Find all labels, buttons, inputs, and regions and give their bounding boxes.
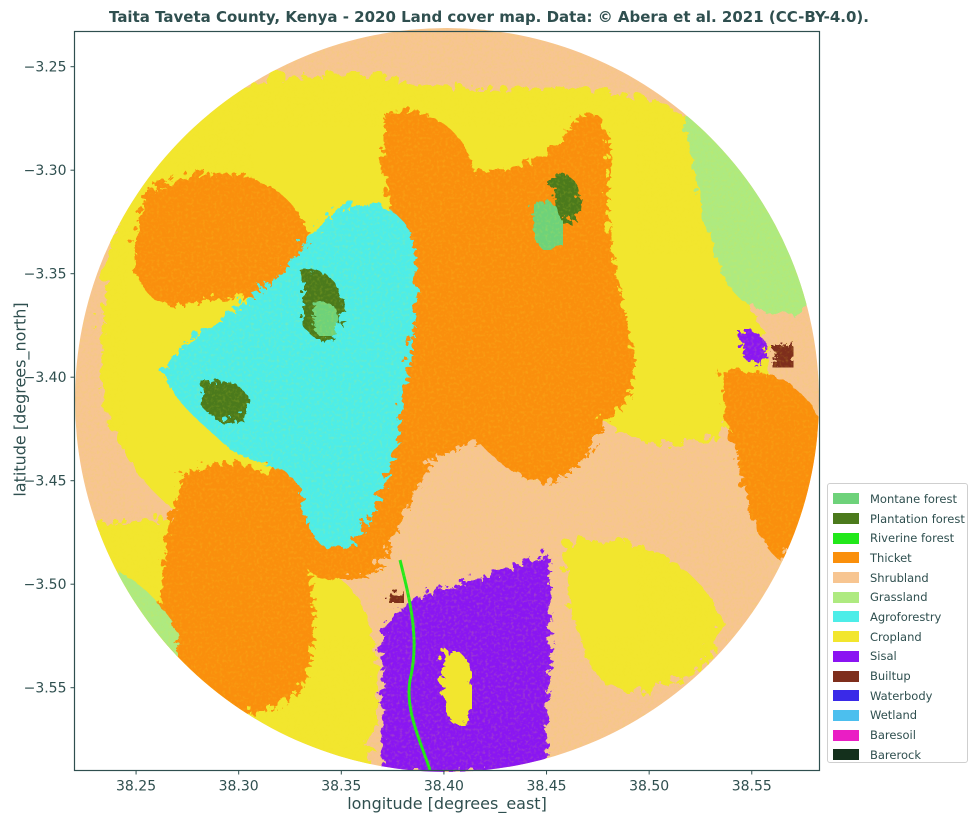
legend-label: Riverine forest [870,531,955,546]
legend-swatch [833,552,859,564]
map-texture [75,28,819,772]
y-tick-label: −3.40 [24,370,67,386]
legend: Montane forest Plantation forest Riverine … [827,483,968,763]
legend-item: Baresoil [833,725,963,745]
legend-item: Thicket [833,548,963,568]
legend-label: Montane forest [870,491,957,506]
legend-item: Barerock [833,745,963,765]
y-tick-label: −3.30 [24,163,67,179]
legend-item: Cropland [833,627,963,647]
x-tick-label: 38.25 [116,779,156,795]
legend-swatch [833,631,859,643]
legend-item: Riverine forest [833,528,963,548]
legend-swatch [833,749,859,761]
legend-label: Sisal [870,649,897,664]
legend-swatch [833,729,859,741]
legend-label: Grassland [870,590,928,605]
legend-swatch [833,650,859,662]
legend-swatch [833,709,859,721]
chart-title: Taita Taveta County, Kenya - 2020 Land c… [109,8,869,26]
y-axis-label: latitude [degrees_north] [10,302,30,497]
axes-frame [73,30,821,772]
legend-item: Wetland [833,706,963,726]
legend-item: Sisal [833,647,963,667]
x-tick-label: 38.40 [424,779,464,795]
legend-item: Grassland [833,587,963,607]
y-tick-label: −3.25 [24,60,67,76]
legend-swatch [833,591,859,603]
y-axis: −3.25 −3.30 −3.35 −3.40 −3.45 −3.50 −3.55 [24,60,75,697]
y-tick-label: −3.50 [24,577,67,593]
legend-label: Baresoil [870,728,916,743]
legend-item: Montane forest [833,489,963,509]
legend-item: Builtup [833,666,963,686]
legend-swatch [833,611,859,623]
legend-label: Wetland [870,708,918,723]
legend-swatch [833,493,859,505]
legend-label: Waterbody [870,688,933,703]
legend-item: Agroforestry [833,607,963,627]
legend-label: Barerock [870,747,921,762]
legend-item: Waterbody [833,686,963,706]
legend-swatch [833,532,859,544]
legend-label: Thicket [870,550,912,565]
x-tick-label: 38.35 [321,779,361,795]
x-tick-label: 38.30 [219,779,259,795]
x-tick-label: 38.45 [526,779,566,795]
legend-item: Plantation forest [833,509,965,529]
legend-swatch [833,690,859,702]
y-tick-label: −3.45 [24,474,67,490]
x-axis: 38.25 38.30 38.35 38.40 38.45 38.50 38.55 [116,770,772,795]
legend-label: Shrubland [870,570,929,585]
legend-label: Cropland [870,629,922,644]
legend-swatch [833,670,859,682]
land-cover-map [75,28,819,772]
y-tick-label: −3.35 [24,267,67,283]
legend-swatch [833,513,859,525]
legend-item: Shrubland [833,568,963,588]
legend-label: Plantation forest [870,511,965,526]
y-tick-label: −3.55 [24,681,67,697]
legend-label: Agroforestry [870,609,942,624]
x-axis-label: longitude [degrees_east] [347,794,547,813]
x-tick-label: 38.55 [732,779,772,795]
legend-label: Builtup [870,669,911,684]
legend-swatch [833,572,859,584]
x-tick-label: 38.50 [629,779,669,795]
